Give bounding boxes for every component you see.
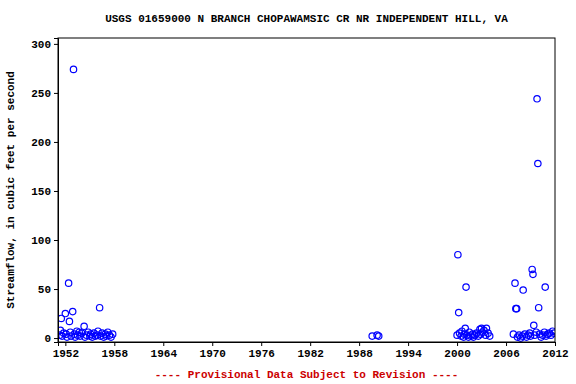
point: [520, 287, 526, 293]
y-tick: 300: [31, 39, 58, 51]
x-tick-label: 2000: [444, 348, 470, 360]
y-tick-label: 50: [38, 284, 51, 296]
point: [487, 333, 493, 339]
point: [535, 304, 541, 310]
point: [69, 308, 75, 314]
x-tick: 1988: [346, 342, 373, 360]
y-tick-mark: [54, 338, 58, 339]
y-tick-mark: [54, 191, 58, 192]
x-tick-mark: [408, 342, 409, 346]
x-axis-line: [59, 343, 556, 347]
point: [530, 271, 536, 277]
x-tick: 1952: [53, 342, 79, 360]
point: [531, 322, 537, 328]
y-axis-line: [54, 39, 59, 343]
y-tick-label: 150: [31, 186, 51, 198]
point: [81, 323, 87, 329]
x-tick-label: 1988: [346, 348, 373, 360]
point: [66, 318, 72, 324]
point: [62, 310, 68, 316]
x-tick-mark: [114, 342, 115, 346]
x-tick-mark: [359, 342, 360, 346]
x-tick-label: 1994: [395, 348, 422, 360]
point: [462, 325, 468, 331]
x-tick-mark: [212, 342, 213, 346]
point: [542, 284, 548, 290]
x-tick-mark: [310, 342, 311, 346]
point: [534, 96, 540, 102]
y-tick-label: 100: [31, 235, 51, 247]
x-tick-mark: [261, 342, 262, 346]
point: [513, 305, 519, 311]
y-tick: 250: [31, 88, 58, 100]
x-axis: 1952 1958 1964 1970 1976 1982 1988 1994 2000 2006…: [53, 342, 569, 360]
x-tick-label: 1964: [151, 348, 178, 360]
y-tick-mark: [54, 44, 58, 45]
x-tick-label: 1958: [102, 348, 129, 360]
x-tick: 1982: [297, 342, 323, 360]
point: [96, 304, 102, 310]
x-tick-mark: [65, 342, 66, 346]
x-tick: 1970: [200, 342, 226, 360]
point: [463, 284, 469, 290]
points: [58, 66, 555, 341]
x-tick-mark: [457, 342, 458, 346]
x-tick-mark: [555, 342, 556, 346]
y-tick: 0: [44, 333, 58, 345]
x-tick: 1994: [395, 342, 422, 360]
point: [70, 66, 76, 72]
point: [376, 333, 382, 339]
y-tick: 50: [38, 284, 58, 296]
point: [65, 280, 71, 286]
x-tick-label: 2006: [493, 348, 519, 360]
y-tick: 200: [31, 137, 58, 149]
x-tick-mark: [163, 342, 164, 346]
y-tick-mark: [54, 289, 58, 290]
point: [456, 309, 462, 315]
y-axis: 0 50 100 150 200 250 300: [31, 39, 58, 346]
x-tick: 2012: [542, 342, 568, 360]
point: [455, 252, 461, 258]
y-tick-mark: [54, 142, 58, 143]
x-tick-label: 2012: [542, 348, 568, 360]
y-tick: 150: [31, 186, 58, 198]
x-tick-mark: [506, 342, 507, 346]
x-tick: 1976: [249, 342, 275, 360]
x-tick: 1964: [151, 342, 178, 360]
y-axis-title: Streamflow, in cubic feet per second: [5, 71, 17, 309]
y-tick-label: 250: [31, 88, 51, 100]
x-tick-label: 1976: [249, 348, 275, 360]
x-tick: 1958: [102, 342, 129, 360]
x-tick-label: 1952: [53, 348, 79, 360]
point: [551, 330, 555, 336]
y-tick-mark: [54, 240, 58, 241]
point: [513, 305, 519, 311]
y-tick-label: 300: [31, 39, 51, 51]
y-tick-label: 0: [44, 333, 51, 345]
y-tick: 100: [31, 235, 58, 247]
y-tick-label: 200: [31, 137, 51, 149]
x-tick-label: 1970: [200, 348, 226, 360]
title: USGS 01659000 N BRANCH CHOPAWAMSIC CR NR…: [105, 13, 508, 25]
x-tick: 2006: [493, 342, 519, 360]
x-tick-label: 1982: [297, 348, 323, 360]
point: [535, 160, 541, 166]
point: [109, 331, 115, 337]
annotation: ---- Provisional Data Subject to Revisio…: [155, 369, 459, 381]
y-tick-mark: [54, 93, 58, 94]
plot-frame: [58, 38, 555, 342]
chart: USGS 01659000 N BRANCH CHOPAWAMSIC CR NR…: [0, 0, 576, 384]
point: [512, 280, 518, 286]
x-tick: 2000: [444, 342, 470, 360]
